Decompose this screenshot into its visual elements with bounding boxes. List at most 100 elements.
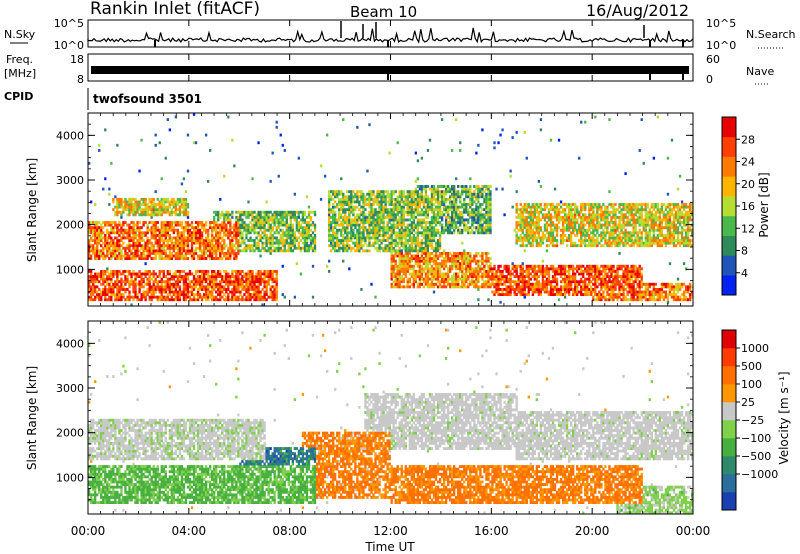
heatmap-cell [406, 197, 409, 201]
heatmap-cell [267, 275, 270, 278]
heatmap-cell [269, 215, 272, 219]
heatmap-cell [200, 226, 204, 230]
heatmap-cell [426, 226, 430, 230]
heatmap-cell [168, 213, 171, 217]
heatmap-cell [190, 272, 194, 276]
heatmap-cell [213, 215, 216, 219]
heatmap-cell [380, 210, 383, 214]
heatmap-cell [116, 236, 119, 240]
heatmap-cell [209, 285, 212, 289]
heatmap-cell [461, 267, 464, 271]
heatmap-cell [239, 236, 242, 240]
heatmap-cell [416, 275, 420, 278]
heatmap-cell [247, 239, 250, 242]
heatmap-cell [146, 254, 149, 258]
heatmap-cell [453, 195, 456, 199]
heatmap-cell [148, 213, 151, 217]
heatmap-cell [346, 244, 349, 248]
heatmap-cell [338, 241, 341, 245]
heatmap-cell [293, 213, 297, 217]
heatmap-cell [380, 195, 383, 199]
heatmap-cell [471, 228, 474, 232]
heatmap-cell [352, 241, 355, 245]
heatmap-cell [362, 249, 365, 253]
heatmap-cell [142, 280, 145, 284]
heatmap-cell [394, 239, 397, 242]
heatmap-cell [160, 233, 163, 237]
heatmap-cell [239, 249, 242, 253]
heatmap-cell [293, 241, 297, 245]
heatmap-cell [120, 251, 123, 255]
heatmap-cell [160, 287, 163, 291]
heatmap-cell [170, 203, 173, 206]
heatmap-cell [422, 277, 426, 281]
heatmap-cell [352, 231, 355, 235]
heatmap-cell [162, 285, 165, 289]
heatmap-cell [102, 231, 105, 235]
heatmap-cell [136, 203, 139, 206]
heatmap-cell [94, 236, 97, 240]
heatmap-cell [346, 203, 349, 206]
heatmap-cell [291, 228, 294, 232]
heatmap-cell [344, 231, 347, 235]
heatmap-cell [190, 244, 194, 248]
heatmap-cell [378, 244, 381, 248]
heatmap-cell [160, 290, 163, 294]
heatmap-cell [164, 231, 167, 235]
heatmap-cell [348, 205, 351, 209]
heatmap-cell [412, 282, 415, 286]
heatmap-cell [166, 272, 169, 276]
heatmap-cell [410, 249, 413, 253]
heatmap-cell [138, 221, 141, 224]
heatmap-cell [118, 298, 121, 302]
heatmap-cell [120, 223, 123, 227]
heatmap-cell [130, 254, 133, 258]
heatmap-cell [237, 233, 240, 237]
heatmap-cell [485, 223, 488, 227]
heatmap-cell [156, 287, 159, 291]
heatmap-cell [455, 262, 458, 266]
heatmap-cell [483, 231, 486, 235]
heatmap-cell [374, 223, 377, 227]
heatmap-cell [215, 236, 218, 240]
heatmap-cell [380, 221, 383, 224]
heatmap-cell [313, 228, 317, 232]
heatmap-cell [211, 233, 214, 237]
heatmap-cell [451, 190, 454, 194]
heatmap-cell [426, 267, 430, 271]
heatmap-cell [440, 200, 444, 204]
heatmap-cell [368, 195, 371, 199]
heatmap-cell [215, 285, 218, 289]
heatmap-cell [451, 223, 454, 227]
heatmap-cell [152, 275, 155, 278]
heatmap-cell [239, 223, 242, 227]
heatmap-cell [521, 226, 524, 230]
heatmap-cell [166, 233, 169, 237]
heatmap-cell [257, 215, 260, 219]
heatmap-cell [126, 298, 129, 302]
heatmap-cell [332, 239, 335, 242]
heatmap-cell [289, 210, 292, 214]
heatmap-cell [398, 269, 401, 273]
heatmap-cell [521, 241, 524, 245]
heatmap-cell [152, 269, 155, 273]
heatmap-cell [190, 236, 194, 240]
heatmap-cell [287, 223, 290, 227]
heatmap-cell [251, 244, 254, 248]
heatmap-cell [459, 221, 462, 224]
heatmap-cell [348, 210, 351, 214]
heatmap-cell [362, 236, 365, 240]
heatmap-cell [206, 275, 210, 278]
heatmap-cell [92, 244, 95, 248]
heatmap-cell [457, 195, 460, 199]
heatmap-cell [471, 282, 474, 286]
heatmap-cell [178, 244, 182, 248]
heatmap-cell [110, 249, 113, 253]
heatmap-cell [495, 275, 498, 278]
heatmap-cell [164, 200, 167, 204]
heatmap-cell [112, 239, 115, 242]
heatmap-cell [491, 267, 494, 271]
heatmap-cell [209, 282, 212, 286]
heatmap-cell [223, 223, 226, 227]
heatmap-cell [176, 223, 180, 227]
